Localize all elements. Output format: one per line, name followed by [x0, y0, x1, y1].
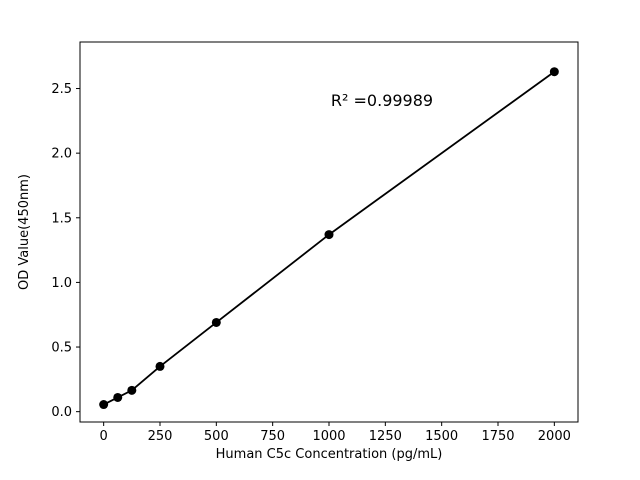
x-tick-label: 750: [260, 429, 285, 444]
y-tick-label: 2.5: [51, 82, 72, 97]
data-point: [549, 67, 559, 77]
y-axis-label: OD Value(450nm): [17, 174, 32, 290]
plot-area: 0 250 500 750 1000 1250 1500 1750 2000 0.0 0.5 1.0 1…: [51, 41, 579, 444]
y-tick-label: 0.0: [51, 405, 72, 420]
x-tick-label: 1000: [312, 429, 345, 444]
data-point: [113, 392, 123, 402]
x-axis-label: Human C5c Concentration (pg/mL): [216, 447, 443, 462]
data-point: [324, 230, 334, 240]
x-tick-label: 1750: [481, 429, 514, 444]
data-point: [127, 385, 137, 395]
y-tick-label: 0.5: [51, 341, 72, 356]
y-tick-label: 1.5: [51, 211, 72, 226]
y-tick-label: 1.0: [51, 276, 72, 291]
x-tick-label: 1250: [369, 429, 402, 444]
x-tick-label: 0: [100, 429, 108, 444]
data-point: [99, 400, 109, 410]
y-tick-label: 2.0: [51, 147, 72, 162]
x-tick-label: 1500: [425, 429, 458, 444]
x-tick-label: 250: [148, 429, 173, 444]
data-point: [211, 317, 221, 327]
x-tick-label: 500: [204, 429, 229, 444]
data-point: [155, 361, 165, 371]
x-tick-label: 2000: [538, 429, 571, 444]
r-squared-annotation: R² =0.99989: [331, 91, 433, 110]
